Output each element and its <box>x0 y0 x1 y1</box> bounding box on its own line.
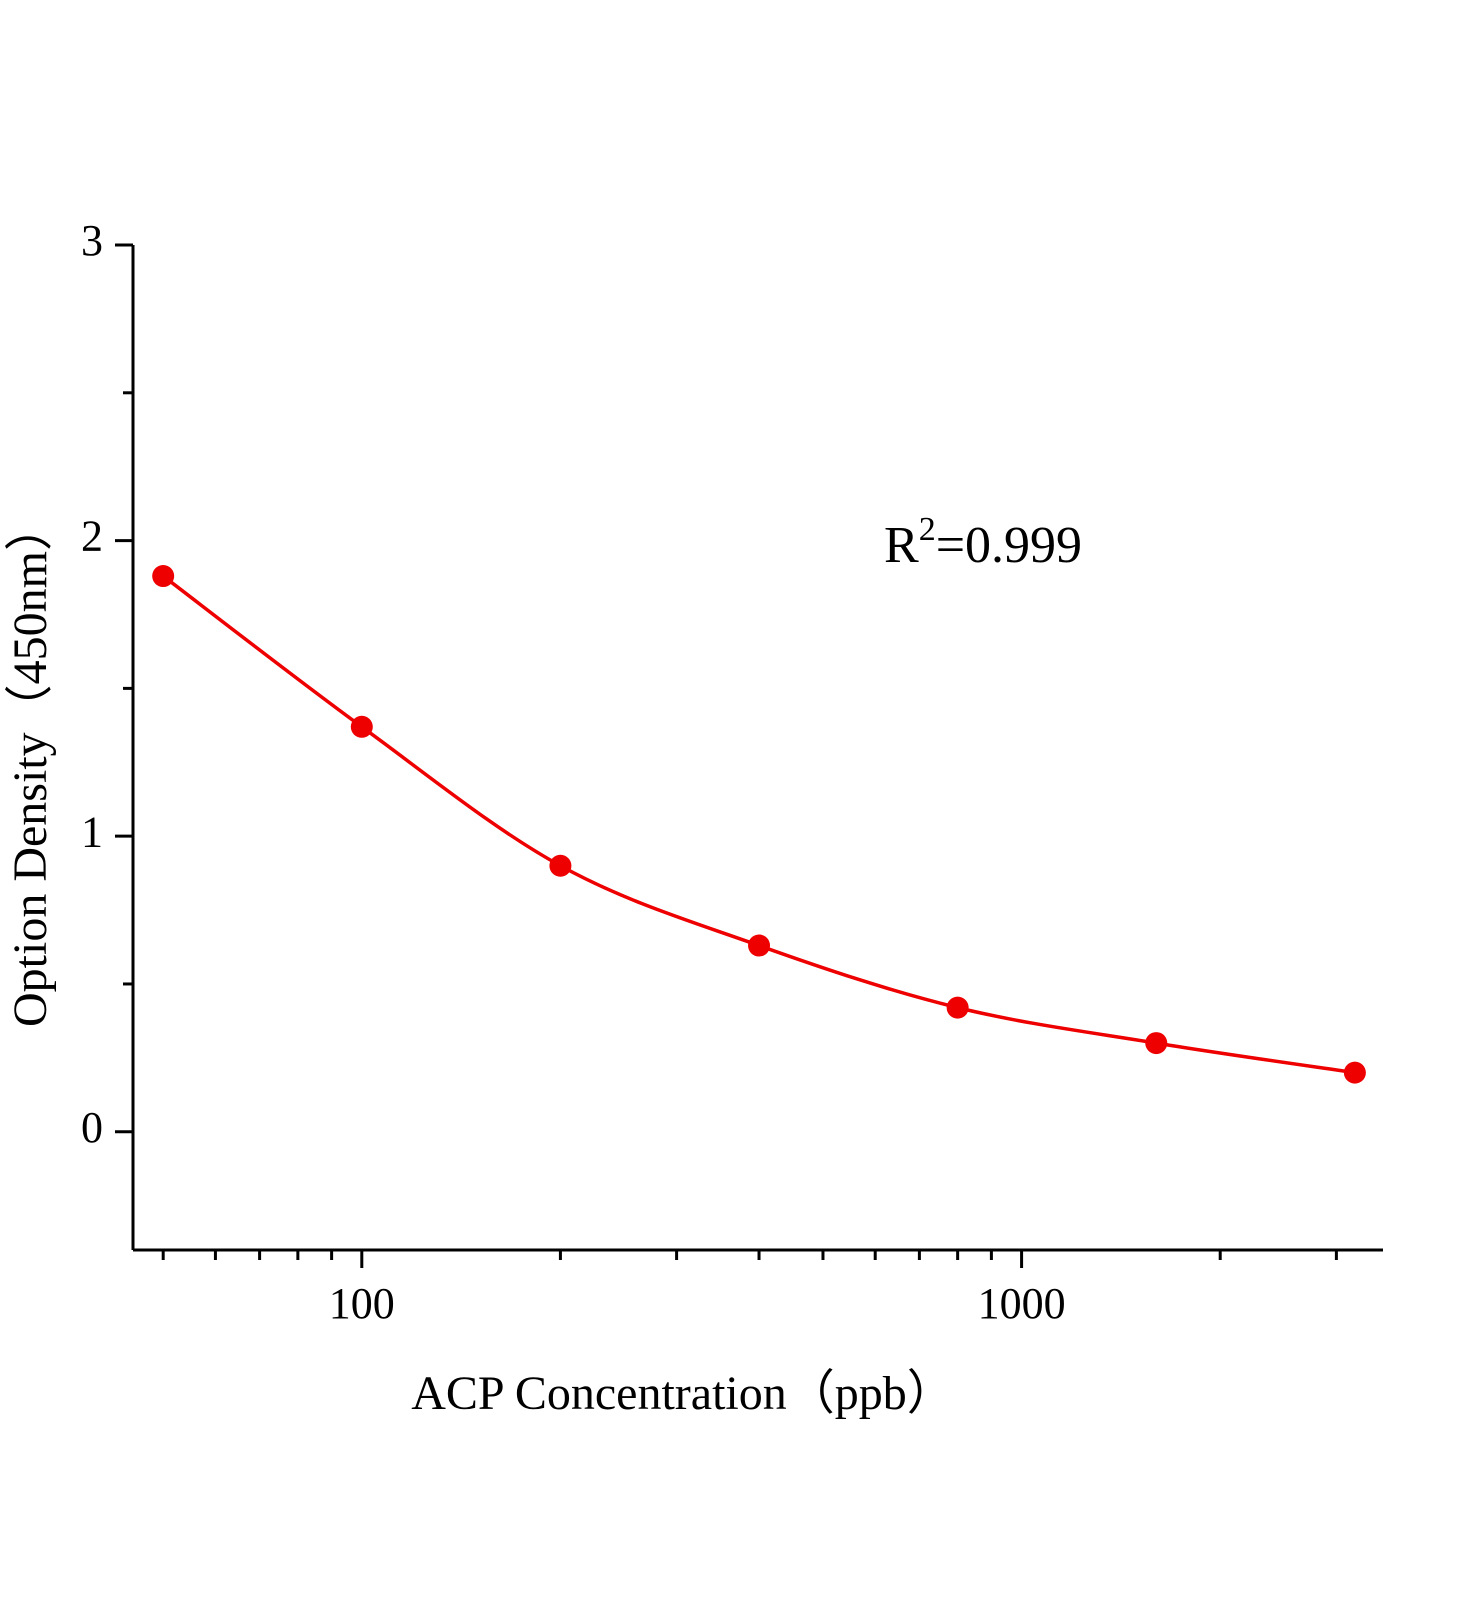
annotation-text: R <box>884 517 919 574</box>
y-tick-label: 0 <box>81 1103 103 1152</box>
x-axis-title: ACP Concentration（ppb） <box>411 1367 955 1420</box>
data-point <box>946 996 969 1019</box>
y-axis-title: Option Density（450nm） <box>4 503 57 1027</box>
data-point <box>1343 1061 1366 1084</box>
fit-line <box>162 574 1356 1075</box>
annotation-superscript: 2 <box>919 511 936 548</box>
annotation-text: =0.999 <box>936 517 1082 574</box>
data-point <box>1145 1032 1168 1055</box>
y-tick-label: 1 <box>81 807 103 856</box>
x-tick-label: 100 <box>329 1279 395 1328</box>
data-point <box>549 854 572 877</box>
data-point <box>350 715 373 738</box>
y-tick-label: 3 <box>81 216 103 265</box>
x-tick-label: 1000 <box>978 1279 1066 1328</box>
annotation: R2=0.999 <box>884 511 1082 574</box>
data-point <box>748 934 771 957</box>
data-point <box>152 565 175 588</box>
y-tick-label: 2 <box>81 512 103 561</box>
